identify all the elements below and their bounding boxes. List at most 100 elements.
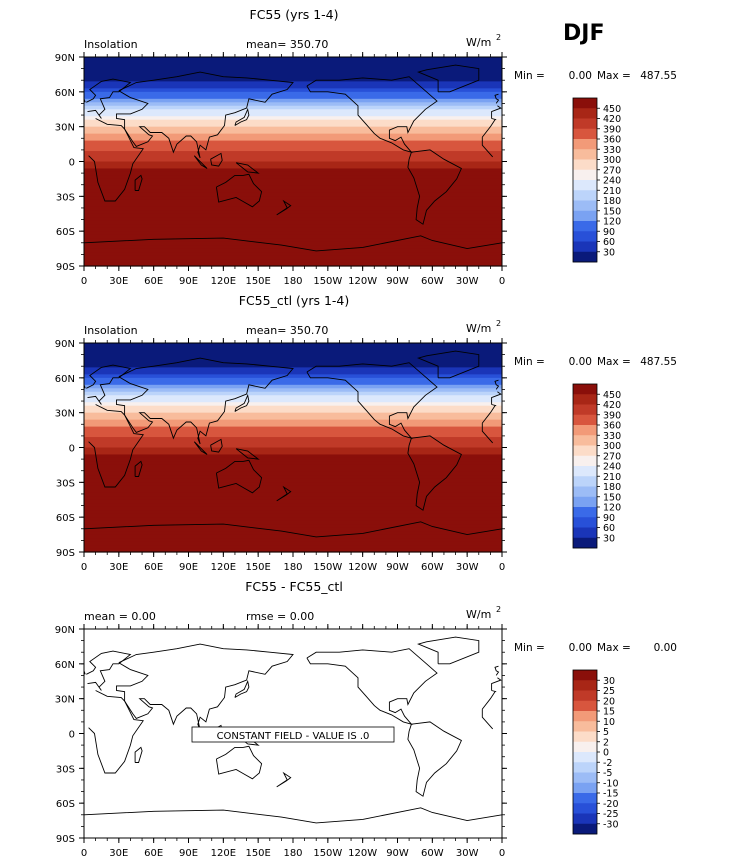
zonal-band xyxy=(84,419,502,424)
zonal-band xyxy=(84,444,502,449)
zonal-band xyxy=(84,437,502,442)
max-value: 487.55 xyxy=(640,70,677,82)
panels: FC55 (yrs 1-4) Insolation mean= 350.70 W/m 2… xyxy=(55,7,677,859)
panel-title: FC55 - FC55_ctl xyxy=(245,579,343,594)
zonal-band xyxy=(84,503,502,508)
zonal-band xyxy=(84,63,502,69)
colorbar-box xyxy=(573,527,597,539)
zonal-band xyxy=(84,123,502,128)
zonal-band xyxy=(84,151,502,156)
lon-tick-label: 60W xyxy=(421,848,444,859)
lon-tick-label: 90W xyxy=(386,276,409,287)
zonal-band xyxy=(84,433,502,438)
colorbar-box xyxy=(573,414,597,426)
zonal-band xyxy=(84,185,502,190)
zonal-band xyxy=(84,234,502,239)
zonal-band xyxy=(84,224,502,229)
lon-tick-label: 0 xyxy=(499,848,505,859)
units-label: W/m xyxy=(466,608,491,621)
panel-1: FC55 (yrs 1-4) Insolation mean= 350.70 W/m 2… xyxy=(55,7,677,287)
coastline-7 xyxy=(83,807,503,824)
colorbar-label: 150 xyxy=(603,492,621,503)
colorbar-label: 20 xyxy=(603,696,615,707)
colorbar-label: 150 xyxy=(603,206,621,217)
zonal-band xyxy=(84,520,502,525)
coastline-4 xyxy=(306,648,438,726)
colorbar-box xyxy=(573,384,597,395)
zonal-band xyxy=(84,171,502,177)
lon-tick-label: 120E xyxy=(211,276,236,287)
colorbar-label: 5 xyxy=(603,727,609,738)
zonal-band xyxy=(84,409,502,414)
zonal-band xyxy=(84,513,502,518)
colorbar-label: 300 xyxy=(603,155,621,166)
lat-tick-label: 60S xyxy=(56,799,75,810)
zonal-band xyxy=(84,210,502,215)
colorbar-label: 60 xyxy=(603,237,615,248)
units-superscript: 2 xyxy=(496,33,501,42)
zonal-band xyxy=(84,349,502,355)
zonal-band xyxy=(84,112,502,117)
lon-tick-label: 30E xyxy=(109,562,128,573)
colorbar-label: -15 xyxy=(603,789,619,800)
colorbar-label: 120 xyxy=(603,503,621,514)
colorbar-label: 330 xyxy=(603,145,621,156)
colorbar-label: 300 xyxy=(603,441,621,452)
colorbar-box xyxy=(573,752,597,763)
coastline-0 xyxy=(88,690,496,774)
colorbar-label: 420 xyxy=(603,400,621,411)
colorbar-label: 270 xyxy=(603,165,621,176)
lon-tick-label: 120W xyxy=(348,562,377,573)
colorbar-box xyxy=(573,118,597,130)
colorbar-box xyxy=(573,517,597,528)
colorbar-box xyxy=(573,435,597,446)
lon-tick-label: 150W xyxy=(313,276,342,287)
zonal-band xyxy=(84,496,502,501)
zonal-band xyxy=(84,545,502,550)
zonal-band xyxy=(84,262,502,267)
coastline-5 xyxy=(407,149,462,225)
colorbar-label: -10 xyxy=(603,778,619,789)
panel-title: FC55_ctl (yrs 1-4) xyxy=(239,293,350,308)
lat-tick-label: 60S xyxy=(56,513,75,524)
zonal-band xyxy=(84,161,502,166)
lon-tick-label: 30E xyxy=(109,276,128,287)
colorbar-label: 360 xyxy=(603,135,621,146)
coastline-13 xyxy=(235,448,260,460)
zonal-band xyxy=(84,67,502,72)
lat-tick-label: 90N xyxy=(55,53,75,64)
colorbar-label: 450 xyxy=(603,104,621,115)
colorbar-box xyxy=(573,221,597,232)
zonal-band xyxy=(84,454,502,459)
lon-tick-label: 60E xyxy=(144,276,163,287)
coastline-6 xyxy=(417,350,480,379)
zonal-band xyxy=(84,203,502,208)
zonal-band xyxy=(84,527,502,532)
zonal-band xyxy=(84,482,502,487)
zonal-band xyxy=(84,346,502,351)
lon-tick-label: 120W xyxy=(348,848,377,859)
lon-tick-label: 30E xyxy=(109,848,128,859)
zonal-band xyxy=(84,77,502,82)
zonal-band xyxy=(84,447,502,452)
zonal-band xyxy=(84,391,502,396)
zonal-band xyxy=(84,461,502,466)
lat-tick-label: 60S xyxy=(56,227,75,238)
zonal-band xyxy=(84,259,502,264)
lat-tick-label: 0 xyxy=(69,444,75,455)
coastline-2 xyxy=(116,643,294,731)
colorbar-box xyxy=(573,159,597,171)
zonal-band xyxy=(84,388,502,393)
colorbar-box xyxy=(573,711,597,722)
coastline-4 xyxy=(306,76,438,154)
lat-tick-label: 0 xyxy=(69,158,75,169)
zonal-band xyxy=(84,485,502,490)
zonal-band xyxy=(84,105,502,110)
coastline-1 xyxy=(86,78,502,121)
zonal-band xyxy=(84,468,502,473)
lon-tick-label: 90E xyxy=(179,848,198,859)
zonal-band xyxy=(84,381,502,386)
zonal-band xyxy=(84,119,502,124)
